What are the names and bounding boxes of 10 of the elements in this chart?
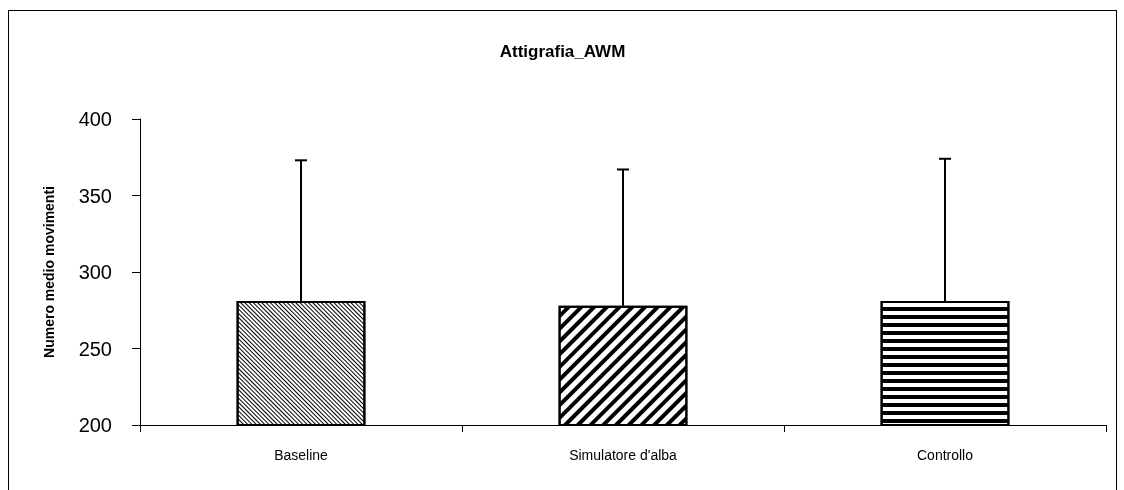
- y-tick-label: 400: [78, 108, 112, 130]
- chart-title: Attigrafia_AWM: [499, 42, 626, 61]
- x-tick-label: Baseline: [274, 447, 329, 463]
- x-tick-label: Simulatore d'alba: [569, 447, 678, 463]
- x-tick-label: Controllo: [916, 447, 974, 463]
- y-tick-label: 300: [78, 261, 112, 283]
- y-tick-label: 200: [78, 414, 112, 436]
- y-axis-title: Numero medio movimenti: [41, 186, 57, 358]
- y-tick-label: 250: [78, 337, 112, 360]
- y-tick-label: 350: [78, 184, 112, 207]
